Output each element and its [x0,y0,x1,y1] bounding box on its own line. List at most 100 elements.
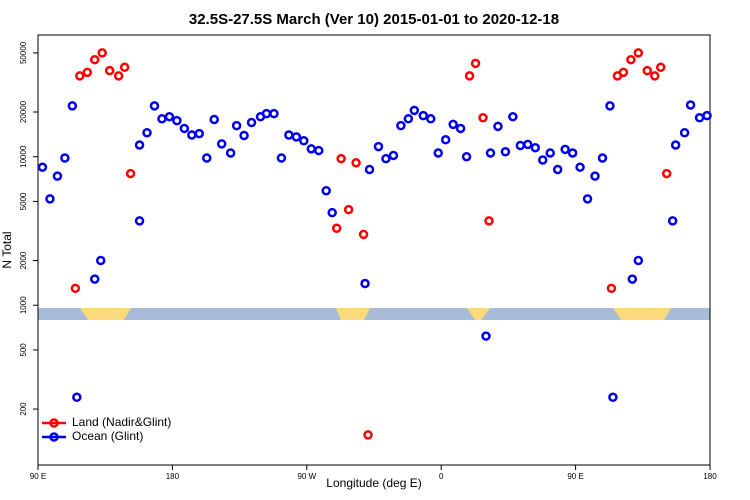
y-tick-label: 500 [19,343,28,357]
y-tick-label: 10000 [19,145,28,168]
y-tick-label: 5000 [19,192,28,210]
point [481,331,491,341]
point [560,144,570,155]
point [440,135,451,145]
legend-label: Ocean (Glint) [72,429,143,443]
point [702,110,712,121]
point [381,153,391,164]
point [104,65,115,76]
x-tick-label: 0 [439,472,444,481]
point [478,112,488,123]
plot-frame [37,34,711,466]
point [343,204,354,215]
x-tick-label: 180 [166,472,180,481]
point [95,255,106,266]
point [545,148,555,158]
point [358,229,369,240]
point [552,164,563,175]
point [582,194,593,204]
point [239,130,249,141]
point [113,71,124,81]
point [403,114,414,124]
point [89,274,100,284]
point [642,65,653,76]
point [567,148,578,158]
x-axis-label: Longitude (deg E) [326,476,421,490]
point [425,114,436,124]
point [336,153,346,164]
point [655,62,666,73]
point [60,153,70,163]
point [225,148,236,158]
point [269,108,279,119]
point [649,71,660,81]
y-tick-label: 50000 [19,41,28,64]
point [246,117,257,128]
point [194,128,205,139]
point [363,430,373,440]
point [360,278,370,289]
point [201,153,212,163]
point [261,108,272,119]
point [299,136,309,146]
point [142,128,152,138]
point [627,274,638,284]
point [670,140,681,150]
point [661,168,672,179]
point [75,71,85,81]
point [72,392,82,403]
point [396,120,406,131]
point [464,71,475,81]
y-tick-label: 20000 [19,100,28,123]
point [37,162,48,172]
point [485,148,496,158]
point [633,48,644,58]
x-tick-label: 90 E [30,472,46,481]
point [433,148,443,158]
point [493,121,503,132]
y-tick-label: 2000 [19,251,28,269]
point [276,153,287,163]
x-tick-label: 90 E [567,472,583,481]
point [164,111,175,122]
y-tick-label: 200 [19,402,28,416]
point [231,120,242,131]
point [52,171,63,181]
point [134,140,145,150]
point [590,171,600,181]
point [351,158,361,168]
point [633,255,644,266]
point [157,114,167,124]
point [418,110,429,121]
point [448,119,458,130]
point [618,67,629,78]
point [313,145,324,156]
chart-title: 32.5S-27.5S March (Ver 10) 2015-01-01 to… [189,11,559,28]
point [45,194,55,204]
point [455,123,466,134]
point [67,101,78,111]
x-tick-label: 90 W [297,472,316,481]
point [327,207,337,218]
point [89,54,100,65]
point [523,139,533,150]
point [172,115,182,126]
point [70,283,81,294]
point [216,139,227,149]
point [321,186,331,196]
point [461,151,472,162]
x-tick-label: 180 [703,472,717,481]
point [626,54,636,65]
point [606,283,617,294]
point [575,162,585,172]
legend-label: Land (Nadir&Glint) [72,415,171,429]
y-axis-label: N Total [0,231,14,268]
point [470,58,481,69]
legend-marker [49,432,59,442]
point [484,216,494,226]
point [306,144,317,154]
point [597,153,608,163]
point [125,168,136,179]
point [82,67,93,78]
